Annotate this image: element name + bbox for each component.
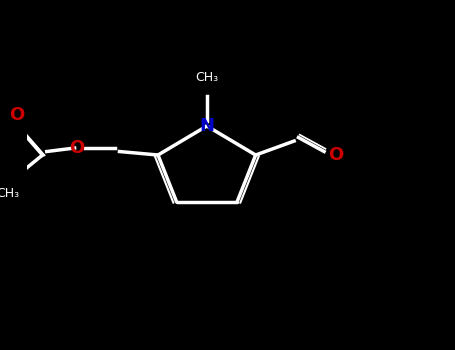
Text: N: N — [199, 117, 214, 135]
Text: CH₃: CH₃ — [195, 71, 218, 84]
Text: O: O — [9, 105, 25, 124]
Text: O: O — [69, 139, 84, 157]
Text: O: O — [329, 146, 344, 164]
Text: CH₃: CH₃ — [0, 187, 20, 199]
